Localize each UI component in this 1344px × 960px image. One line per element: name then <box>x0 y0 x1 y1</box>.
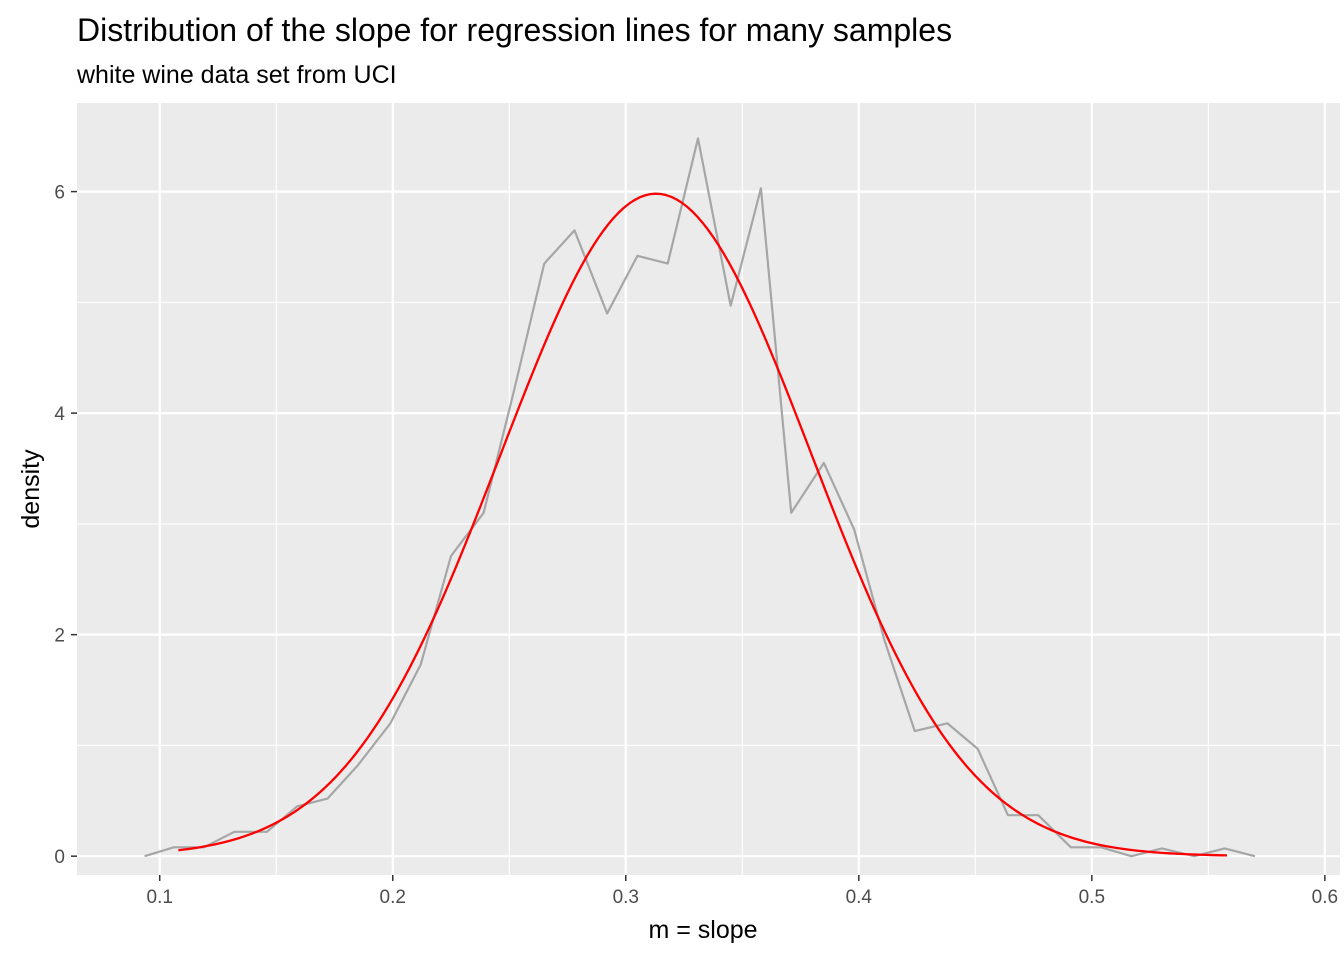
x-axis-title: m = slope <box>648 916 757 944</box>
x-tick-label: 0.3 <box>613 887 639 908</box>
x-tick-label: 0.4 <box>846 887 873 908</box>
grid-major <box>77 103 1340 875</box>
normal-fit-curve <box>178 192 1228 857</box>
plot-panel <box>77 103 1340 875</box>
y-tick-label: 4 <box>54 404 65 425</box>
y-tick-label: 0 <box>54 847 65 868</box>
chart-title: Distribution of the slope for regression… <box>77 12 953 48</box>
chart-subtitle: white wine data set from UCI <box>77 61 397 89</box>
x-tick-label: 0.1 <box>147 887 173 908</box>
y-tick-label: 6 <box>54 183 65 204</box>
frequency-polygon-line <box>144 137 1256 858</box>
series-layer <box>144 137 1256 858</box>
axes-layer: 0.1 0.2 0.3 0.4 0.5 0.6 0 2 4 6 <box>54 183 1338 908</box>
x-tick-label: 0.5 <box>1079 887 1105 908</box>
y-axis-title: density <box>17 449 45 529</box>
x-tick-label: 0.2 <box>380 887 406 908</box>
x-tick-label: 0.6 <box>1312 887 1338 908</box>
y-tick-label: 2 <box>54 626 65 647</box>
